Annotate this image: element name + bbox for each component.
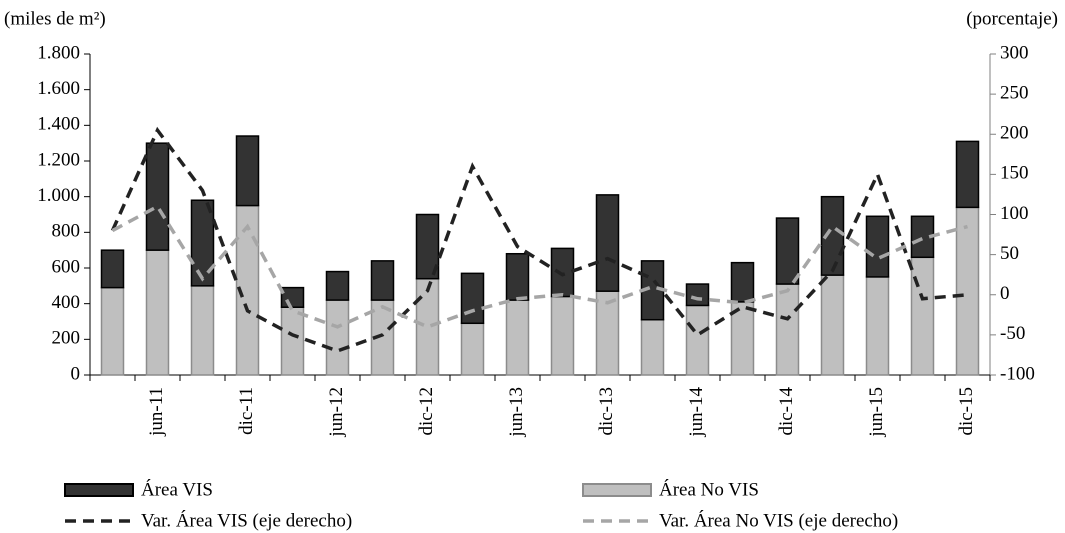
- bar: [505, 252, 530, 301]
- bar: [865, 276, 890, 376]
- bar: [415, 213, 440, 280]
- y2-tick-label: 100: [1000, 203, 1029, 224]
- y2-tick-label: 250: [1000, 82, 1029, 103]
- bar: [550, 247, 575, 298]
- legend-swatch: [582, 483, 652, 497]
- line-series: [110, 126, 968, 353]
- legend-swatch: [64, 483, 134, 497]
- bar: [370, 260, 395, 301]
- y2-tick-label: 150: [1000, 163, 1029, 184]
- y-tick-label: 600: [52, 256, 81, 277]
- x-tick-label: jun-14: [686, 387, 707, 438]
- bar: [100, 286, 125, 376]
- bar: [595, 194, 620, 292]
- x-tick-label: dic-12: [416, 387, 437, 436]
- legend-label: Var. Área No VIS (eje derecho): [659, 509, 898, 531]
- bar: [820, 195, 845, 276]
- bar: [910, 256, 935, 376]
- bar: [640, 318, 665, 376]
- bar: [190, 199, 215, 287]
- legend-label: Área No VIS: [659, 478, 759, 500]
- bar: [100, 249, 125, 289]
- bar: [685, 283, 710, 307]
- bar: [955, 140, 980, 209]
- bar: [550, 295, 575, 376]
- x-tick-label: dic-14: [776, 387, 797, 436]
- x-tick-label: jun-13: [506, 387, 527, 438]
- bar: [460, 272, 485, 325]
- bar: [145, 249, 170, 376]
- bar: [775, 217, 800, 285]
- y2-tick-label: 50: [1000, 243, 1019, 264]
- line-series: [111, 204, 968, 329]
- y2-tick-label: -50: [1000, 323, 1025, 344]
- y2-tick-label: -100: [1000, 363, 1035, 384]
- y-tick-label: 1.800: [37, 42, 80, 63]
- bar: [820, 274, 845, 376]
- bar: [955, 206, 980, 376]
- x-tick-label: jun-15: [866, 387, 887, 438]
- x-tick-label: dic-15: [956, 387, 977, 436]
- bar: [415, 277, 440, 376]
- legend-label: Var. Área VIS (eje derecho): [141, 509, 352, 531]
- bar: [730, 261, 755, 303]
- legend-label: Área VIS: [141, 478, 213, 500]
- y-tick-label: 1.200: [37, 149, 80, 170]
- bar: [865, 215, 890, 278]
- y-tick-label: 200: [52, 328, 81, 349]
- y-tick-label: 1.000: [37, 185, 80, 206]
- y-tick-label: 400: [52, 292, 81, 313]
- y2-axis-label: (porcentaje): [966, 8, 1058, 29]
- x-tick-label: jun-11: [146, 387, 167, 437]
- bar: [280, 306, 305, 376]
- y-tick-label: 0: [71, 363, 81, 384]
- y-tick-label: 1.400: [37, 114, 80, 135]
- bar: [775, 283, 800, 376]
- y-tick-label: 800: [52, 221, 81, 242]
- y-tick-label: 1.600: [37, 78, 80, 99]
- bar: [325, 270, 350, 301]
- bar: [460, 322, 485, 376]
- bar: [505, 299, 530, 376]
- y-axis-label: (miles de m²): [4, 8, 106, 29]
- y2-tick-label: 200: [1000, 123, 1029, 144]
- bar: [190, 285, 215, 376]
- x-tick-label: jun-12: [326, 387, 347, 438]
- x-tick-label: dic-13: [596, 387, 617, 436]
- y2-tick-label: 0: [1000, 283, 1010, 304]
- y2-tick-label: 300: [1000, 42, 1029, 63]
- bar: [145, 142, 170, 251]
- x-tick-label: dic-11: [236, 387, 257, 435]
- bar: [280, 286, 305, 308]
- bar: [235, 135, 260, 207]
- bar: [685, 304, 710, 376]
- bar: [325, 299, 350, 376]
